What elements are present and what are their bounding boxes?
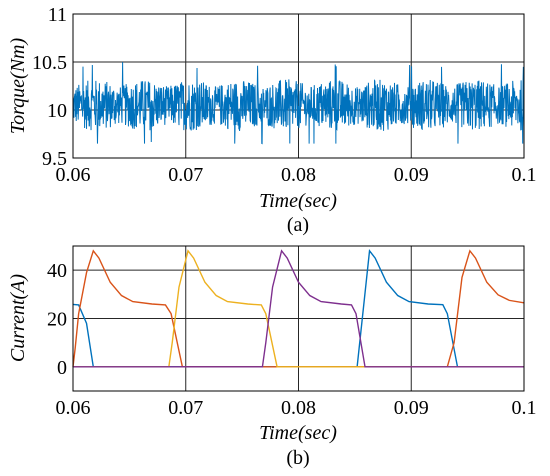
torque-y-tick-label: 9.5 <box>42 148 67 170</box>
current-x-tick-label: 0.06 <box>56 397 91 419</box>
torque-x-axis-label: Time(sec) <box>259 190 337 212</box>
current-x-tick-label: 0.08 <box>281 397 316 419</box>
torque-y-tick-label: 11 <box>48 4 67 26</box>
torque-series <box>72 62 525 145</box>
current-phase-line-2 <box>72 249 525 368</box>
torque-x-tick-label: 0.09 <box>394 164 429 186</box>
torque-y-axis-label: Torque(Nm) <box>7 38 29 135</box>
torque-y-ticks: 9.5 10 10.5 11 <box>32 4 67 170</box>
panel-caption-a: (a) <box>287 214 309 236</box>
current-series <box>72 249 525 368</box>
torque-x-tick-label: 0.07 <box>168 164 203 186</box>
current-plot-frame <box>72 245 525 392</box>
torque-y-tick-label: 10 <box>47 100 67 122</box>
current-y-tick-label: 0 <box>57 357 67 379</box>
panel-caption-b: (b) <box>286 447 309 469</box>
current-x-tick-label: 0.1 <box>512 397 537 419</box>
current-y-tick-label: 40 <box>47 260 67 282</box>
current-x-tick-label: 0.07 <box>168 397 203 419</box>
torque-grid <box>72 13 525 159</box>
current-phase-line-1 <box>72 249 524 368</box>
current-x-ticks: 0.06 0.07 0.08 0.09 0.1 <box>56 397 537 419</box>
torque-y-tick-label: 10.5 <box>32 52 67 74</box>
torque-x-ticks: 0.06 0.07 0.08 0.09 0.1 <box>56 164 537 186</box>
current-y-axis-label: Current(A) <box>7 274 29 362</box>
torque-ripple-line <box>72 62 525 145</box>
current-y-ticks: 0 20 40 <box>47 260 67 379</box>
torque-panel: 0.06 0.07 0.08 0.09 0.1 9.5 10 10.5 11 Time(sec… <box>7 4 537 236</box>
current-panel: 0.06 0.07 0.08 0.09 0.1 0 20 40 Time(sec) Curr… <box>7 245 537 469</box>
torque-plot-frame <box>72 13 525 159</box>
current-phase-line-3 <box>73 249 524 368</box>
torque-x-tick-label: 0.1 <box>512 164 537 186</box>
current-x-tick-label: 0.09 <box>394 397 429 419</box>
torque-x-tick-label: 0.06 <box>56 164 91 186</box>
current-x-axis-label: Time(sec) <box>259 422 337 444</box>
current-y-tick-label: 20 <box>47 309 67 331</box>
current-phase-line-4 <box>73 249 524 368</box>
torque-x-tick-label: 0.08 <box>281 164 316 186</box>
